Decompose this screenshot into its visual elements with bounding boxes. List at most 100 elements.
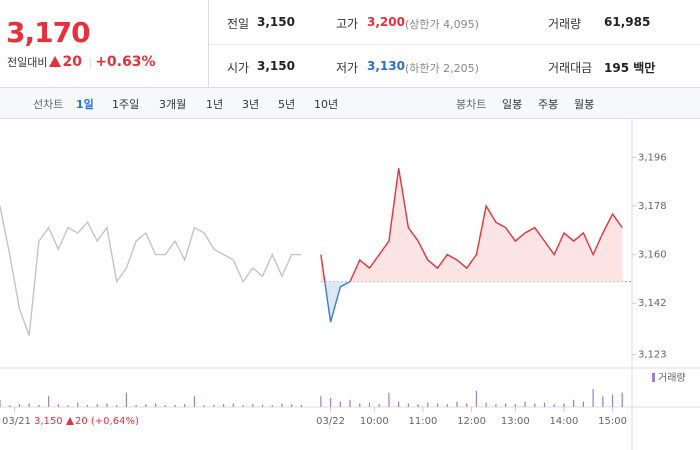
period-tab[interactable]: 주봉 [538, 98, 559, 111]
volume-bar [291, 404, 293, 407]
volume-bar [543, 402, 546, 407]
volume-bar [436, 403, 439, 407]
volume-bar [505, 403, 507, 407]
period-tab[interactable]: 10년 [314, 98, 339, 111]
volume-bar [368, 402, 371, 407]
volume-bar [48, 396, 50, 407]
legend-swatch [652, 373, 655, 382]
volume-bar [106, 403, 108, 407]
price: 3,170 [6, 16, 91, 49]
volume-bar [553, 404, 555, 407]
period-tab[interactable]: 3년 [242, 98, 260, 111]
legend-label: 거래량 [658, 372, 686, 384]
volume-bar [116, 405, 118, 407]
change-row: 전일대비 20 | +0.63% [7, 54, 156, 70]
volume-bar [184, 404, 186, 407]
x-tick-label: 12:00 [457, 416, 486, 427]
period-tab[interactable]: 3개월 [159, 98, 187, 111]
cell-label: 저가 [336, 61, 359, 75]
chart: 3,196 3,178 3,160 3,142 3,123 03/22 10:00 11:00… [0, 119, 700, 450]
volume-bar [213, 404, 215, 407]
y-tick-label: 3,160 [638, 250, 667, 261]
volume-bar [359, 403, 361, 407]
x-tick-label: 13:00 [501, 416, 530, 427]
up-icon [66, 417, 74, 425]
volume-bar [57, 404, 59, 407]
volume-bar [427, 402, 429, 407]
volume-bar [456, 401, 458, 407]
period-tab[interactable]: 일봉 [502, 98, 523, 111]
period-nav: 선차트 1일 1주일 3개월 1년 3년 5년 10년 봉차트 일봉 주봉 월봉 [0, 88, 700, 119]
volume-bar [329, 398, 332, 407]
y-tick-label: 3,142 [638, 298, 667, 309]
volume-bar [378, 404, 380, 407]
volume-bar [77, 402, 79, 407]
volume-bar [96, 404, 98, 407]
footer-date: 03/21 [2, 416, 31, 427]
volume-bar [9, 405, 11, 407]
x-tick-label: 11:00 [409, 416, 438, 427]
up-icon [49, 56, 62, 67]
volume-bar [300, 404, 303, 407]
volume-bar [164, 405, 166, 407]
volume-bar [339, 401, 341, 407]
period-tab[interactable]: 월봉 [574, 98, 595, 111]
x-tick-label: 15:00 [598, 416, 627, 427]
volume-bar [320, 396, 322, 407]
volume-bar [582, 401, 584, 407]
volume-bar [563, 403, 565, 407]
volume-bar [466, 403, 468, 407]
volume-bar [407, 403, 409, 407]
volume-bar [135, 404, 137, 407]
cell-label: 고가 [336, 17, 359, 31]
cell-value: 3,130 [367, 59, 405, 73]
volume-bar [38, 404, 40, 407]
cell-value: 61,985 [604, 15, 651, 29]
period-tab[interactable]: 5년 [278, 98, 296, 111]
volume-bar [485, 402, 487, 407]
change-label: 전일대비 [7, 56, 48, 69]
quote-table: 전일 3,150 고가 3,200 (상한가 4,095) 거래량 61,985 시가 3,15… [209, 0, 700, 88]
volume-bar [281, 403, 283, 407]
area [320, 168, 623, 282]
y-tick-label: 3,123 [638, 350, 667, 361]
volume-bar [193, 396, 196, 407]
volume-bar [349, 399, 351, 407]
volume-bar [524, 401, 526, 407]
period-tab[interactable]: 1주일 [112, 98, 140, 111]
price-line [320, 168, 623, 282]
x-tick-label: 14:00 [550, 416, 579, 427]
cell-note: (상한가 4,095) [405, 18, 479, 31]
volume-bar [145, 404, 147, 407]
volume-bar [592, 389, 594, 407]
row-divider [209, 44, 700, 45]
volume-bar [174, 404, 176, 407]
cell-value: 3,150 [257, 59, 295, 73]
period-tab[interactable]: 1일 [76, 98, 94, 111]
volume-bar [261, 404, 264, 407]
volume-bar [18, 404, 21, 407]
volume-bar [271, 405, 273, 407]
volume-bar [534, 403, 536, 407]
volume-bar [446, 404, 448, 407]
volume-bar [242, 405, 244, 407]
volume-bar [514, 404, 516, 407]
rate: +0.63% [95, 54, 156, 70]
volume-bar [223, 404, 225, 407]
period-tab[interactable]: 1년 [206, 98, 224, 111]
volume-bar [86, 404, 89, 407]
volume-bar [611, 394, 614, 407]
volume-bar [602, 396, 604, 407]
nav-label: 선차트 [33, 98, 64, 111]
volume-bar [252, 404, 254, 407]
x-tick-label: 10:00 [360, 416, 389, 427]
cell-label: 거래대금 [548, 61, 593, 75]
volume-bar [125, 392, 127, 407]
volume-bar [398, 401, 400, 407]
volume-bar [154, 403, 157, 407]
x-tick-label: 03/22 [316, 416, 345, 427]
volume-bar [203, 405, 205, 407]
volume-bar [28, 403, 30, 407]
change: 20 [62, 54, 82, 70]
